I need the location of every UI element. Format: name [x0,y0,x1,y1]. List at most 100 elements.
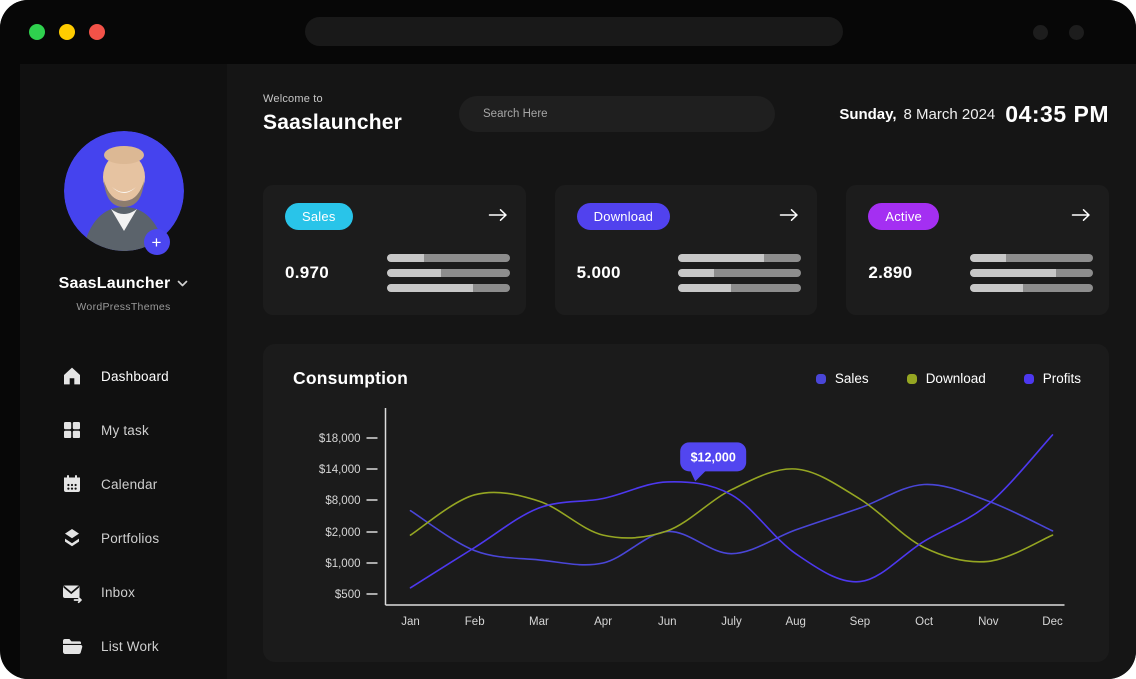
sidebar-item-label: My task [101,422,149,438]
page-header: Welcome to Saaslauncher Sunday, 8 March … [263,88,1109,140]
search-input[interactable] [459,96,775,132]
y-axis-label: $8,000 [325,495,360,507]
sidebar: + SaasLauncher WordPressThemes Dashboard… [20,64,227,679]
sidebar-item-my-task[interactable]: My task [60,411,227,449]
sidebar-nav: Dashboard My task Calendar Portfolios Inbox L… [20,357,227,665]
x-axis-label: Aug [785,616,805,628]
stat-badge: Active [868,203,939,230]
x-axis-label: Jun [658,616,677,628]
sidebar-item-dashboard[interactable]: Dashboard [60,357,227,395]
stat-bar [970,269,1094,277]
y-axis-label: $2,000 [325,527,360,539]
sidebar-item-label: Inbox [101,584,136,600]
stat-badge: Sales [285,203,353,230]
chart-card: Consumption Sales Download Profits $500 $1,… [263,344,1109,662]
calendar-icon [64,475,80,492]
traffic-light-red[interactable] [89,24,105,40]
chart-title: Consumption [293,368,408,388]
y-axis-label: $1,000 [325,558,360,570]
x-axis-label: Dec [1042,616,1063,628]
sidebar-item-list-work[interactable]: List Work [60,627,227,665]
stat-bar [386,269,510,277]
titlebar-dot-1[interactable] [1033,25,1048,40]
x-axis-label: Apr [594,616,612,628]
layers-icon [65,529,79,547]
traffic-lights [29,24,105,40]
sidebar-item-portfolios[interactable]: Portfolios [60,519,227,557]
main-content: Welcome to Saaslauncher Sunday, 8 March … [227,64,1136,679]
stat-bar [678,254,802,262]
legend-item-profits[interactable]: Profits [1023,371,1081,386]
y-axis-label: $500 [335,589,361,601]
sidebar-item-label: Dashboard [101,368,169,384]
x-axis-label: Nov [978,616,999,628]
chart-legend: Sales Download Profits [815,371,1081,386]
series-line-profits [409,434,1054,589]
y-axis-label: $18,000 [319,433,361,445]
chart-tooltip-label: $12,000 [691,450,736,464]
avatar: + [63,131,184,255]
legend-dot [815,373,826,384]
page-title: Saaslauncher [263,111,402,134]
sidebar-item-calendar[interactable]: Calendar [60,465,227,503]
profile-org: WordPressThemes [76,301,171,313]
titlebar [0,0,1136,64]
stat-bar [678,284,802,292]
sidebar-item-inbox[interactable]: Inbox [60,573,227,611]
grid-icon [64,422,80,438]
arrow-right-icon[interactable] [777,205,801,228]
sidebar-item-label: List Work [101,638,159,654]
legend-label: Sales [834,371,869,386]
stat-bars [970,254,1094,292]
legend-item-sales[interactable]: Sales [815,371,869,386]
traffic-light-yellow[interactable] [59,24,75,40]
arrow-right-icon[interactable] [1069,205,1093,228]
x-axis-label: Sep [850,616,870,628]
x-axis-label: Oct [915,616,934,628]
stat-value: 5.000 [576,263,621,282]
stat-bar [386,254,510,262]
x-axis-label: July [721,616,742,628]
titlebar-search-field[interactable] [305,17,843,46]
stat-bar [970,284,1094,292]
stat-value: 2.890 [868,263,913,282]
stat-bar [386,284,510,292]
sidebar-item-label: Portfolios [101,530,160,546]
avatar-add-button[interactable]: + [143,229,170,255]
profile-name: SaasLauncher [58,275,171,292]
stat-value: 0.970 [285,263,330,282]
home-icon [64,367,80,385]
legend-dot [1023,373,1034,384]
legend-item-download[interactable]: Download [906,371,986,386]
legend-dot [906,373,917,384]
y-axis-label: $14,000 [319,464,361,476]
chevron-down-icon [178,280,188,287]
x-axis-label: Jan [401,616,420,628]
traffic-light-green[interactable] [29,24,45,40]
inbox-icon [63,585,82,604]
profile-menu[interactable]: SaasLauncher [59,275,189,293]
chart-tooltip-tail [690,470,707,482]
arrow-right-icon[interactable] [486,205,510,228]
series-line-download [409,468,1054,563]
date-text: 8 March 2024 [903,105,996,123]
x-axis-label: Mar [529,616,549,628]
chart-tooltip [680,442,747,472]
stat-bar [970,254,1094,262]
stat-card-download: Download 5.000 [554,185,818,315]
time-text: 04:35 PM [1005,100,1109,127]
welcome-label: Welcome to [263,93,323,105]
date-day: Sunday, [839,105,897,123]
legend-label: Download [925,371,986,386]
titlebar-dot-2[interactable] [1069,25,1084,40]
stat-bar [678,269,802,277]
datetime: Sunday, 8 March 2024 04:35 PM [839,101,1109,128]
folder-icon [63,639,83,654]
stat-card-active: Active 2.890 [846,185,1110,315]
x-axis-label: Feb [465,616,485,628]
stat-bars [386,254,510,292]
stat-cards-row: Sales 0.970 Download 5.000 Active 2.890 [263,185,1110,315]
stat-badge: Download [576,203,671,230]
series-line-sales [409,483,1054,566]
